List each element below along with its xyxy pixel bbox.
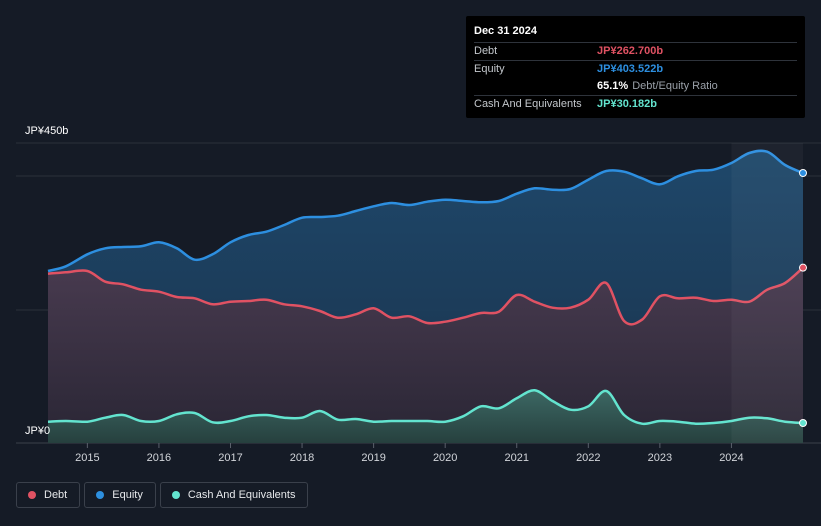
legend: Debt Equity Cash And Equivalents — [16, 482, 309, 508]
legend-label-debt: Debt — [44, 489, 68, 501]
tooltip-cash-value: JP¥30.182b — [597, 98, 657, 110]
tooltip-equity-value: JP¥403.522b — [597, 63, 664, 75]
x-tick-label: 2016 — [147, 452, 171, 464]
x-tick-label: 2017 — [218, 452, 242, 464]
tooltip-ratio-label: Debt/Equity Ratio — [632, 80, 718, 92]
tooltip-cash-label: Cash And Equivalents — [474, 98, 582, 110]
legend-item-debt[interactable]: Debt — [16, 482, 81, 508]
x-tick-label: 2018 — [290, 452, 314, 464]
equity-line — [47, 149, 804, 273]
hover-shade — [731, 143, 803, 443]
tooltip-debt-row: Debt JP¥262.700b — [474, 42, 797, 60]
equity-end-marker — [799, 169, 807, 177]
legend-label-cash: Cash And Equivalents — [187, 489, 296, 501]
tooltip-debt-value: JP¥262.700b — [597, 45, 664, 57]
x-tick-label: 2023 — [648, 452, 672, 464]
tooltip-date: Dec 31 2024 — [474, 25, 537, 37]
tooltip-equity-label: Equity — [474, 63, 505, 75]
tooltip-ratio-row: 65.1% Debt/Equity Ratio — [474, 78, 797, 95]
x-axis-ticks: 2015 2016 2017 2018 2019 2020 2021 2022 2023 2024 — [75, 443, 744, 464]
tooltip-equity-row: Equity JP¥403.522b — [474, 60, 797, 78]
y-axis-top-label: JP¥450b — [25, 125, 69, 137]
debt-line — [47, 266, 804, 326]
debt-end-marker — [799, 263, 807, 272]
x-tick-label: 2021 — [505, 452, 529, 464]
legend-label-equity: Equity — [112, 489, 143, 501]
x-tick-label: 2024 — [719, 452, 743, 464]
x-tick-label: 2022 — [576, 452, 600, 464]
tooltip: Dec 31 2024 Debt JP¥262.700b Equity JP¥4… — [466, 16, 805, 118]
cash-area — [48, 390, 803, 443]
x-tick-label: 2020 — [433, 452, 457, 464]
tooltip-ratio-value: 65.1% — [597, 80, 629, 92]
cash-line — [47, 389, 804, 426]
x-tick-label: 2019 — [361, 452, 385, 464]
x-tick-label: 2015 — [75, 452, 99, 464]
cash-dot-icon — [171, 491, 180, 499]
tooltip-cash-row: Cash And Equivalents JP¥30.182b — [474, 95, 797, 113]
equity-dot-icon — [96, 491, 105, 499]
legend-item-equity[interactable]: Equity — [84, 482, 156, 508]
tooltip-debt-label: Debt — [474, 45, 498, 57]
legend-item-cash[interactable]: Cash And Equivalents — [159, 482, 309, 508]
cash-end-marker — [799, 419, 807, 427]
debt-dot-icon — [28, 491, 36, 499]
y-axis-bottom-label: JP¥0 — [25, 425, 51, 437]
